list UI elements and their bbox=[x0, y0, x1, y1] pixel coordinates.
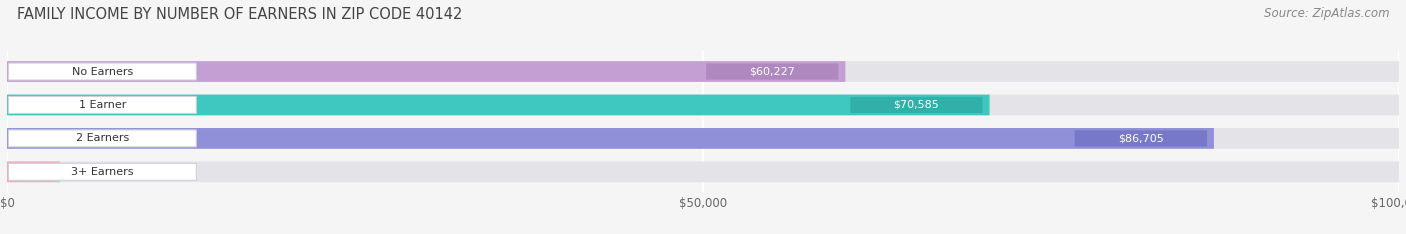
Text: $70,585: $70,585 bbox=[894, 100, 939, 110]
Text: $86,705: $86,705 bbox=[1118, 133, 1164, 143]
Text: $0: $0 bbox=[72, 167, 84, 177]
Text: 1 Earner: 1 Earner bbox=[79, 100, 127, 110]
FancyBboxPatch shape bbox=[7, 161, 60, 182]
Text: $60,227: $60,227 bbox=[749, 66, 796, 77]
FancyBboxPatch shape bbox=[7, 61, 845, 82]
FancyBboxPatch shape bbox=[7, 128, 1213, 149]
FancyBboxPatch shape bbox=[7, 161, 1399, 182]
FancyBboxPatch shape bbox=[706, 63, 838, 80]
FancyBboxPatch shape bbox=[851, 97, 983, 113]
FancyBboxPatch shape bbox=[8, 130, 197, 147]
Text: Source: ZipAtlas.com: Source: ZipAtlas.com bbox=[1264, 7, 1389, 20]
FancyBboxPatch shape bbox=[8, 63, 197, 80]
Text: No Earners: No Earners bbox=[72, 66, 134, 77]
FancyBboxPatch shape bbox=[1074, 130, 1206, 146]
FancyBboxPatch shape bbox=[7, 128, 1399, 149]
Text: 3+ Earners: 3+ Earners bbox=[72, 167, 134, 177]
Text: FAMILY INCOME BY NUMBER OF EARNERS IN ZIP CODE 40142: FAMILY INCOME BY NUMBER OF EARNERS IN ZI… bbox=[17, 7, 463, 22]
Text: 2 Earners: 2 Earners bbox=[76, 133, 129, 143]
FancyBboxPatch shape bbox=[7, 95, 990, 115]
FancyBboxPatch shape bbox=[8, 163, 197, 180]
FancyBboxPatch shape bbox=[7, 95, 1399, 115]
FancyBboxPatch shape bbox=[8, 96, 197, 113]
FancyBboxPatch shape bbox=[7, 61, 1399, 82]
